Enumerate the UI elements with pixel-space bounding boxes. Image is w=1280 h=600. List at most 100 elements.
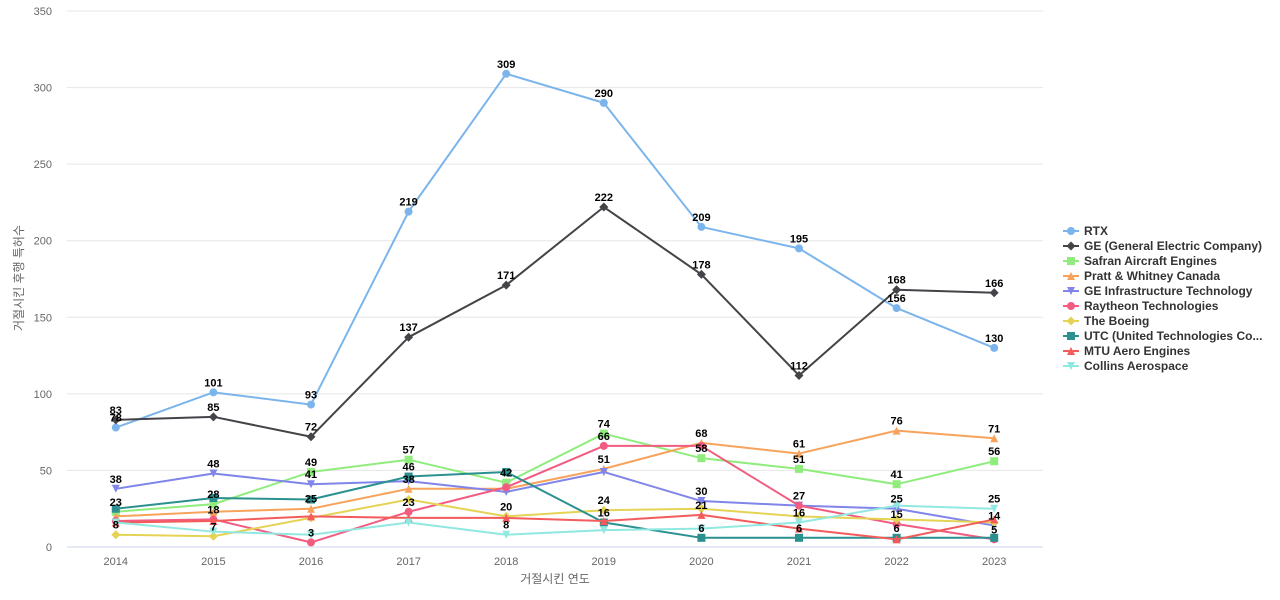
- x-tick-label: 2021: [787, 556, 811, 568]
- data-label: 28: [207, 489, 219, 501]
- data-point: [892, 520, 901, 529]
- data-label: 7: [210, 521, 216, 533]
- data-point: [502, 69, 511, 78]
- data-point: [501, 280, 511, 290]
- legend-item[interactable]: Raytheon Technologies: [1063, 299, 1219, 313]
- legend-label: UTC (United Technologies Co...: [1084, 329, 1262, 343]
- data-label: 21: [695, 500, 707, 512]
- data-point: [208, 531, 218, 541]
- data-point: [111, 530, 121, 540]
- data-label: 57: [402, 445, 414, 457]
- data-label: 25: [890, 494, 902, 506]
- y-tick-label: 350: [34, 6, 52, 18]
- data-label: 38: [402, 474, 414, 486]
- legend-label: Collins Aerospace: [1084, 359, 1189, 373]
- data-label: 41: [305, 469, 317, 481]
- data-point: [795, 501, 803, 510]
- data-point: [307, 400, 315, 409]
- data-point: [404, 207, 413, 216]
- data-label: 8: [503, 520, 509, 532]
- y-tick-label: 100: [34, 389, 52, 401]
- legend-item[interactable]: Collins Aerospace: [1063, 359, 1189, 373]
- data-label: 209: [692, 212, 710, 224]
- legend-marker: [1067, 347, 1075, 355]
- data-point: [795, 533, 803, 542]
- y-axis-title: 거절시킨 후행 특허수: [11, 225, 26, 331]
- legend-marker: [1067, 272, 1075, 280]
- series-8: [111, 510, 999, 544]
- y-tick-label: 200: [34, 236, 52, 248]
- data-point: [404, 472, 413, 481]
- data-point: [892, 304, 901, 313]
- data-point: [892, 501, 901, 510]
- data-label: 3: [308, 527, 314, 539]
- data-point: [502, 467, 511, 476]
- data-point: [307, 538, 315, 547]
- data-point: [697, 533, 706, 542]
- data-point: [111, 423, 120, 432]
- data-label: 18: [207, 504, 219, 516]
- legend-item[interactable]: GE Infrastructure Technology: [1063, 284, 1253, 298]
- data-label: 38: [110, 474, 122, 486]
- data-point: [599, 429, 608, 438]
- data-label: 30: [695, 486, 707, 498]
- data-point: [502, 483, 511, 492]
- x-tick-label: 2018: [494, 556, 518, 568]
- data-point: [795, 524, 803, 533]
- data-label: 290: [595, 88, 613, 100]
- data-label: 74: [598, 419, 611, 431]
- data-point: [892, 426, 901, 435]
- data-point: [502, 513, 511, 522]
- data-label: 6: [796, 523, 802, 535]
- data-point: [111, 504, 120, 513]
- legend-label: GE (General Electric Company): [1084, 239, 1262, 253]
- data-label: 309: [497, 59, 515, 71]
- data-label: 15: [890, 509, 902, 521]
- data-label: 23: [110, 497, 122, 509]
- data-point: [502, 478, 511, 487]
- data-point: [794, 370, 804, 380]
- data-label: 178: [692, 259, 710, 271]
- legend-item[interactable]: Pratt & Whitney Canada: [1063, 269, 1220, 283]
- series-6: [111, 495, 999, 541]
- legend-marker: [1067, 227, 1075, 235]
- legend-item[interactable]: MTU Aero Engines: [1063, 344, 1191, 358]
- data-point: [404, 495, 414, 505]
- data-label: 78: [110, 413, 122, 425]
- series-line: [115, 444, 995, 544]
- legend-item[interactable]: The Boeing: [1063, 314, 1149, 328]
- data-point: [599, 441, 608, 450]
- data-label: 61: [793, 439, 805, 451]
- data-point: [697, 497, 706, 506]
- legend-item[interactable]: GE (General Electric Company): [1063, 239, 1262, 253]
- data-label: 25: [988, 494, 1000, 506]
- data-label: 195: [790, 233, 808, 245]
- data-point: [990, 457, 999, 466]
- data-label: 41: [890, 469, 902, 481]
- data-point: [599, 98, 608, 107]
- series-lines: [111, 69, 999, 547]
- x-tick-label: 2017: [396, 556, 420, 568]
- series-9: [111, 501, 999, 539]
- data-point: [990, 434, 999, 443]
- legend-item[interactable]: RTX: [1063, 224, 1108, 238]
- data-label: 71: [988, 423, 1000, 435]
- legend-item[interactable]: UTC (United Technologies Co...: [1063, 329, 1262, 343]
- series-7: [111, 467, 999, 542]
- legend-item[interactable]: Safran Aircraft Engines: [1063, 254, 1217, 268]
- data-point: [502, 530, 511, 539]
- data-label: 16: [793, 507, 805, 519]
- data-label: 72: [305, 422, 317, 434]
- data-point: [111, 484, 120, 493]
- y-axis-ticks: 0 50 100 150 200 250 300 350: [34, 6, 52, 554]
- data-label: 85: [207, 402, 219, 414]
- data-point: [989, 288, 999, 298]
- legend-marker: [1067, 257, 1075, 265]
- data-point: [697, 441, 706, 450]
- data-label: 101: [204, 377, 222, 389]
- data-point: [599, 516, 608, 525]
- series-line: [115, 432, 995, 513]
- data-label: 137: [399, 322, 417, 334]
- data-point: [892, 480, 901, 489]
